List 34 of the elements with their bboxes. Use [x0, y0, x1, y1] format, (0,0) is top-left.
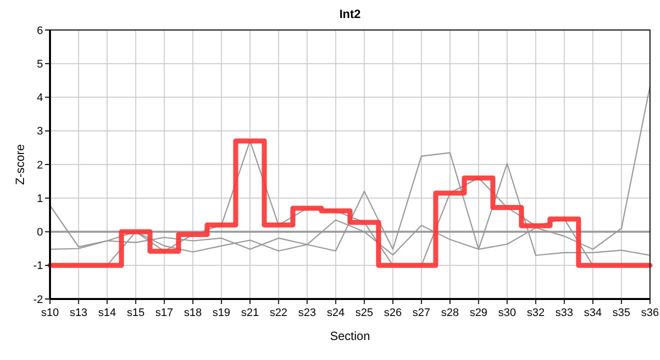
x-tick-label: s19	[212, 307, 230, 319]
y-tick-label: 5	[36, 58, 43, 70]
x-tick-label: s30	[498, 307, 516, 319]
x-tick-label: s25	[355, 307, 374, 319]
x-tick-label: s26	[384, 307, 402, 319]
y-tick-label: 0	[36, 226, 43, 239]
x-tick-label: s24	[326, 307, 345, 319]
x-tick-label: s15	[126, 307, 145, 319]
x-tick-label: s32	[526, 307, 545, 319]
y-tick-label: -1	[33, 260, 43, 272]
x-tick-label: s34	[584, 307, 602, 319]
x-tick-label: s10	[41, 307, 59, 319]
x-tick-label: s17	[155, 307, 174, 319]
x-tick-label: s22	[270, 307, 288, 319]
x-tick-label: s14	[98, 307, 116, 319]
chart-title: Int2	[339, 7, 361, 21]
x-tick-label: s28	[441, 307, 459, 319]
y-tick-label: 4	[36, 92, 43, 104]
x-tick-label: s13	[70, 307, 88, 319]
y-tick-label: 3	[36, 126, 43, 138]
x-tick-label: s29	[470, 307, 488, 319]
x-axis-title: Section	[330, 329, 370, 343]
x-tick-label: s35	[612, 307, 630, 319]
y-tick-label: 1	[36, 192, 43, 205]
x-tick-label: s21	[241, 307, 259, 319]
y-tick-label: 6	[36, 24, 43, 37]
x-tick-label: s36	[641, 307, 659, 319]
x-tick-label: s27	[412, 307, 430, 319]
x-tick-label: s33	[555, 307, 574, 319]
y-tick-label: -2	[33, 294, 43, 306]
y-axis-title: Z-score	[13, 144, 27, 185]
x-tick-label: s18	[184, 307, 202, 319]
x-tick-label: s23	[298, 307, 316, 319]
y-tick-label: 2	[36, 159, 43, 172]
